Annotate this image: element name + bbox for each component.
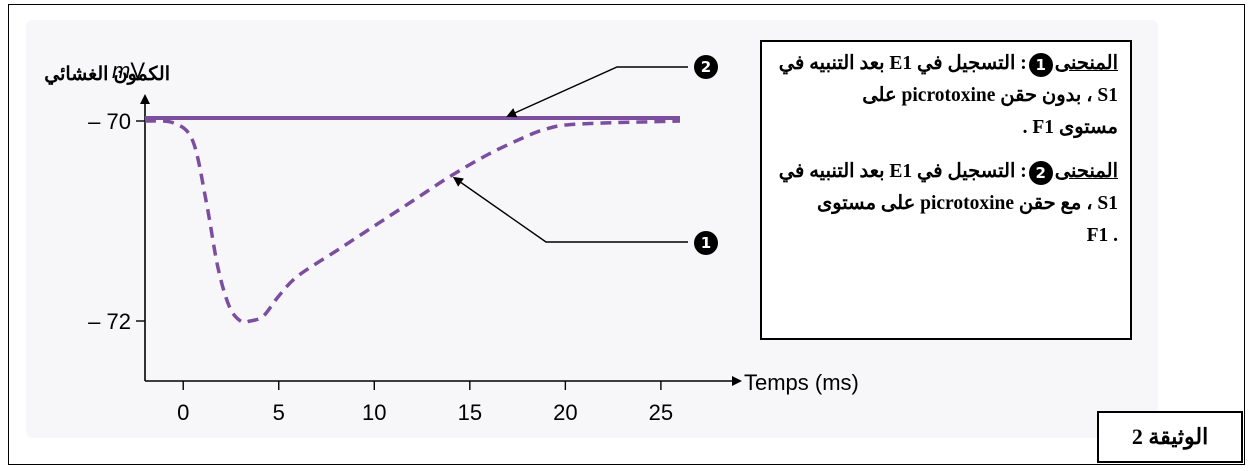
legend-box: المنحنى1: التسجيل في E1 بعد التنبيه في S… bbox=[760, 40, 1132, 340]
curve-marker-1: 1 bbox=[694, 231, 718, 255]
curve-marker-2: 2 bbox=[694, 55, 718, 79]
x-tick-label: 0 bbox=[177, 400, 189, 425]
pointer-arrow-curve-2 bbox=[506, 66, 688, 118]
x-tick-label: 10 bbox=[362, 400, 386, 425]
legend-entry-2: المنحنى2: التسجيل في E1 بعد التنبيه في S… bbox=[772, 156, 1118, 252]
curve-1-line bbox=[144, 119, 681, 325]
x-tick-label: 25 bbox=[649, 400, 673, 425]
y-tick-label: – 70 bbox=[88, 109, 131, 134]
chart-ticks: 0 5 10 15 20 25 – 70 – 72 bbox=[88, 109, 673, 425]
legend-2-number: 2 bbox=[1028, 160, 1053, 185]
legend-2-line3: . F1 bbox=[1086, 225, 1118, 246]
legend-2-line2: S1 ، مع حقن picrotoxine على مستوى bbox=[816, 193, 1118, 214]
y-tick-label: – 72 bbox=[88, 309, 131, 334]
x-axis-label: Temps (ms) bbox=[744, 370, 859, 395]
curve-pointer-arrows bbox=[452, 66, 688, 243]
legend-1-line2: S1 ، بدون حقن picrotoxine على bbox=[862, 85, 1118, 106]
x-tick-label: 15 bbox=[458, 400, 482, 425]
legend-1-text: : التسجيل في E1 بعد التنبيه في bbox=[778, 53, 1027, 74]
x-tick-label: 20 bbox=[553, 400, 577, 425]
legend-2-title: المنحنى bbox=[1054, 161, 1118, 182]
legend-1-number: 1 bbox=[1028, 52, 1053, 77]
chart-axes bbox=[140, 94, 742, 386]
legend-entry-1: المنحنى1: التسجيل في E1 بعد التنبيه في S… bbox=[772, 48, 1118, 144]
y-axis-label: الكمون الغشائي bbox=[44, 64, 170, 86]
legend-1-title: المنحنى bbox=[1054, 53, 1118, 74]
pointer-arrow-curve-1 bbox=[452, 176, 688, 243]
figure-frame bbox=[8, 4, 1245, 465]
chart-series bbox=[144, 116, 681, 325]
legend-1-line3: مستوى F1 . bbox=[1022, 117, 1118, 138]
y-axis-unit: mV bbox=[112, 58, 145, 83]
x-tick-label: 5 bbox=[273, 400, 285, 425]
document-label: الوثيقة 2 bbox=[1097, 411, 1243, 463]
legend-2-text: : التسجيل في E1 بعد التنبيه في bbox=[778, 161, 1027, 182]
